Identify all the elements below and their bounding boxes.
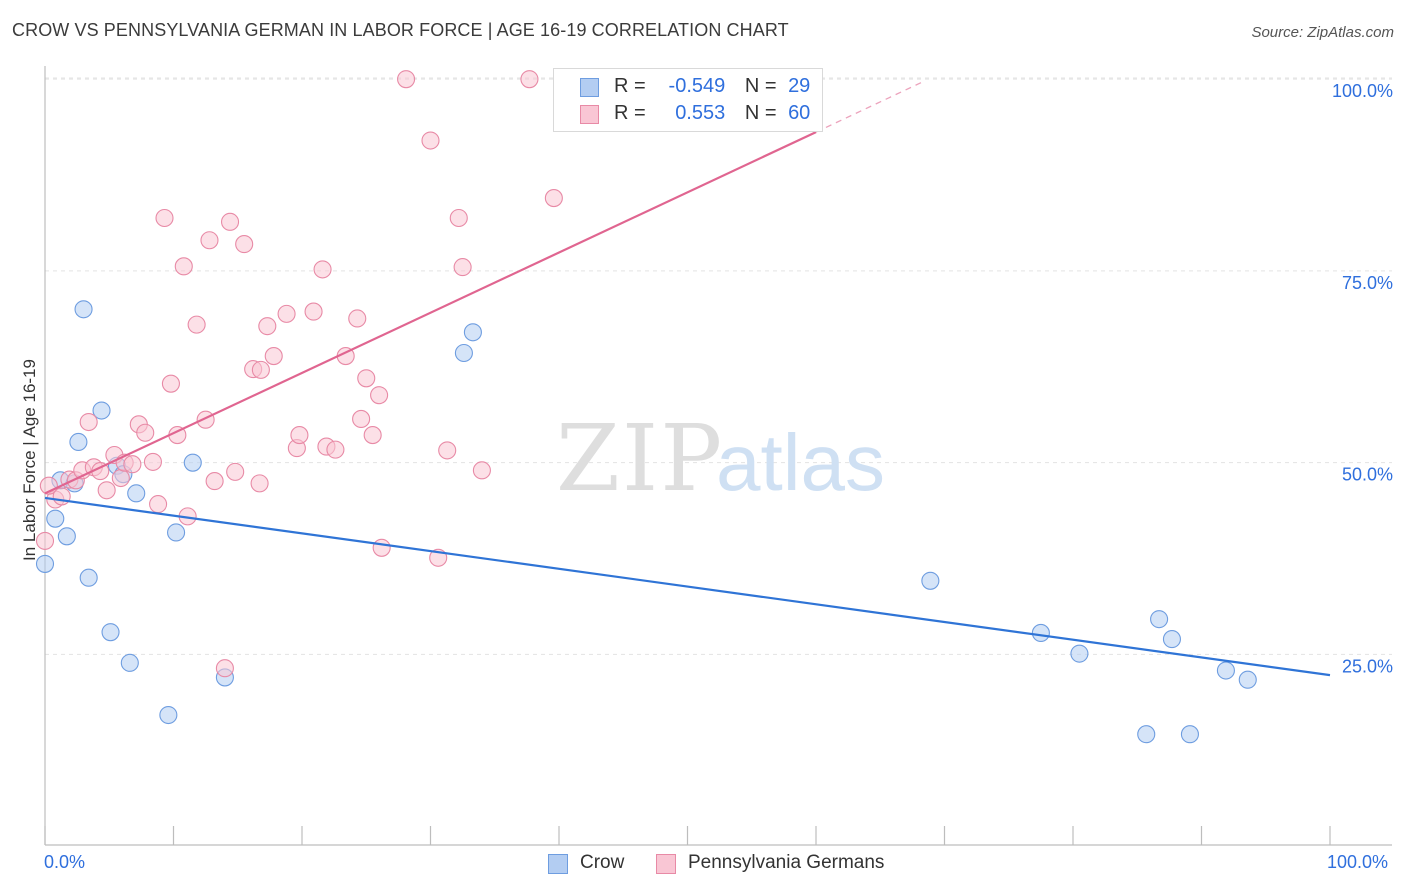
pennsylvania-germans-point [220, 212, 240, 231]
pennsylvania-germans-point [235, 235, 254, 254]
crow-point [74, 300, 93, 319]
pennsylvania-germans-point [520, 70, 539, 89]
pennsylvania-germans-point [453, 258, 472, 277]
bottom-legend-label-crow: Crow [580, 852, 625, 873]
crow-point [463, 323, 482, 342]
bottom-legend-swatch-crow [548, 854, 568, 874]
pennsylvania-germans-point [313, 260, 332, 279]
pennsylvania-germans-point [123, 455, 142, 474]
pennsylvania-germans-point [304, 302, 323, 321]
pennsylvania-germans-point [258, 317, 277, 336]
crow-point [79, 568, 98, 587]
pennsylvania-germans-point [226, 462, 245, 481]
pennsylvania-germans-point [155, 208, 174, 228]
n-label: N = [744, 75, 777, 97]
legend-swatch-crow [580, 78, 599, 97]
pennsylvania-germans-point [35, 531, 55, 550]
pennsylvania-germans-point [372, 538, 391, 557]
pennsylvania-germans-point [290, 426, 309, 445]
data-points [35, 70, 1257, 744]
crow-point [167, 523, 186, 542]
crow-point [1070, 644, 1089, 663]
crow-point [46, 509, 65, 528]
pennsylvania-germans-point [363, 426, 382, 445]
pennsylvania-germans-point [397, 70, 416, 89]
y-tick-label-25: 25.0% [1342, 656, 1393, 676]
pennsylvania-germans-point [79, 412, 98, 432]
pennsylvania-germans-point [149, 495, 168, 514]
pennsylvania-germans-point [472, 461, 491, 480]
pennsylvania-germans-point [348, 309, 367, 328]
bottom-legend-label-pennsylvania-germans: Pennsylvania Germans [688, 852, 885, 873]
pennsylvania-germans-trend-line [44, 131, 817, 495]
crow-point [57, 527, 76, 546]
r-label: R = [614, 102, 646, 124]
x-tick-0: 0.0% [44, 852, 86, 872]
pennsylvania-germans-point [438, 441, 457, 460]
pennsylvania-germans-point [421, 131, 440, 150]
crow-point [1031, 623, 1050, 642]
crow-point [921, 571, 940, 590]
pennsylvania-germans-point [250, 474, 269, 493]
crow-point [159, 705, 178, 725]
pennsylvania-germans-point [143, 452, 162, 471]
watermark-atlas: atlas [716, 418, 885, 507]
source-label: Source: ZipAtlas.com [1251, 24, 1394, 41]
axes [44, 66, 1392, 846]
crow-point [101, 623, 120, 642]
pennsylvania-germans-point [370, 386, 389, 405]
crow-point [1180, 725, 1199, 744]
pennsylvania-germans-point [352, 409, 371, 429]
y-tick-label-50: 50.0% [1342, 465, 1393, 485]
pennsylvania-germans-point [215, 659, 234, 678]
n-label: N = [744, 102, 777, 124]
pennsylvania-germans-point [326, 440, 345, 459]
crow-point [35, 554, 55, 573]
crow-trend-line [44, 496, 1331, 677]
pennsylvania-germans-trend-extension [815, 80, 926, 133]
crow-point [120, 653, 139, 672]
bottom-legend-swatch-pennsylvania-germans [656, 854, 676, 874]
y-tick-labels: 25.0% 50.0% 75.0% 100.0% [1332, 81, 1393, 676]
crow-point [1238, 670, 1257, 689]
pennsylvania-germans-point [136, 423, 155, 442]
y-tick-label-75: 75.0% [1342, 273, 1393, 293]
trend-lines [44, 80, 1331, 677]
pennsylvania-germans-point [205, 472, 224, 491]
pennsylvania-germans-point [187, 315, 206, 334]
pennsylvania-germans-point [174, 257, 193, 276]
pennsylvania-germans-point [277, 304, 296, 323]
y-tick-label-100: 100.0% [1332, 81, 1393, 101]
r-label: R = [614, 75, 646, 97]
r-value-pennsylvania-germans: 0.553 [675, 102, 726, 124]
pennsylvania-germans-point [544, 189, 563, 208]
n-value-pennsylvania-germans: 60 [788, 102, 811, 124]
pennsylvania-germans-point [200, 231, 219, 250]
watermark-zip: ZIP [556, 405, 724, 512]
crow-point [183, 453, 202, 472]
x-tick-100: 100.0% [1327, 852, 1389, 872]
pennsylvania-germans-point [357, 369, 376, 388]
crow-point [1216, 661, 1235, 680]
crow-point [454, 343, 473, 363]
pennsylvania-germans-point [449, 208, 468, 228]
r-value-crow: -0.549 [668, 75, 726, 97]
n-value-crow: 29 [788, 75, 811, 97]
crow-point [92, 401, 111, 420]
pennsylvania-germans-point [264, 347, 283, 366]
legend-swatch-pennsylvania-germans [580, 105, 599, 124]
chart-title: CROW VS PENNSYLVANIA GERMAN IN LABOR FOR… [12, 20, 789, 40]
watermark: ZIP atlas [556, 405, 885, 512]
crow-point [1162, 630, 1181, 649]
pennsylvania-germans-point [111, 468, 130, 488]
correlation-legend: R = -0.549 N = 29 R = 0.553 N = 60 [553, 68, 823, 132]
crow-point [127, 484, 146, 503]
pennsylvania-germans-point [251, 360, 270, 379]
crow-point [1150, 610, 1169, 629]
pennsylvania-germans-point [161, 374, 180, 393]
crow-point [69, 432, 88, 452]
pennsylvania-germans-point [97, 481, 116, 500]
crow-point [1137, 725, 1156, 744]
